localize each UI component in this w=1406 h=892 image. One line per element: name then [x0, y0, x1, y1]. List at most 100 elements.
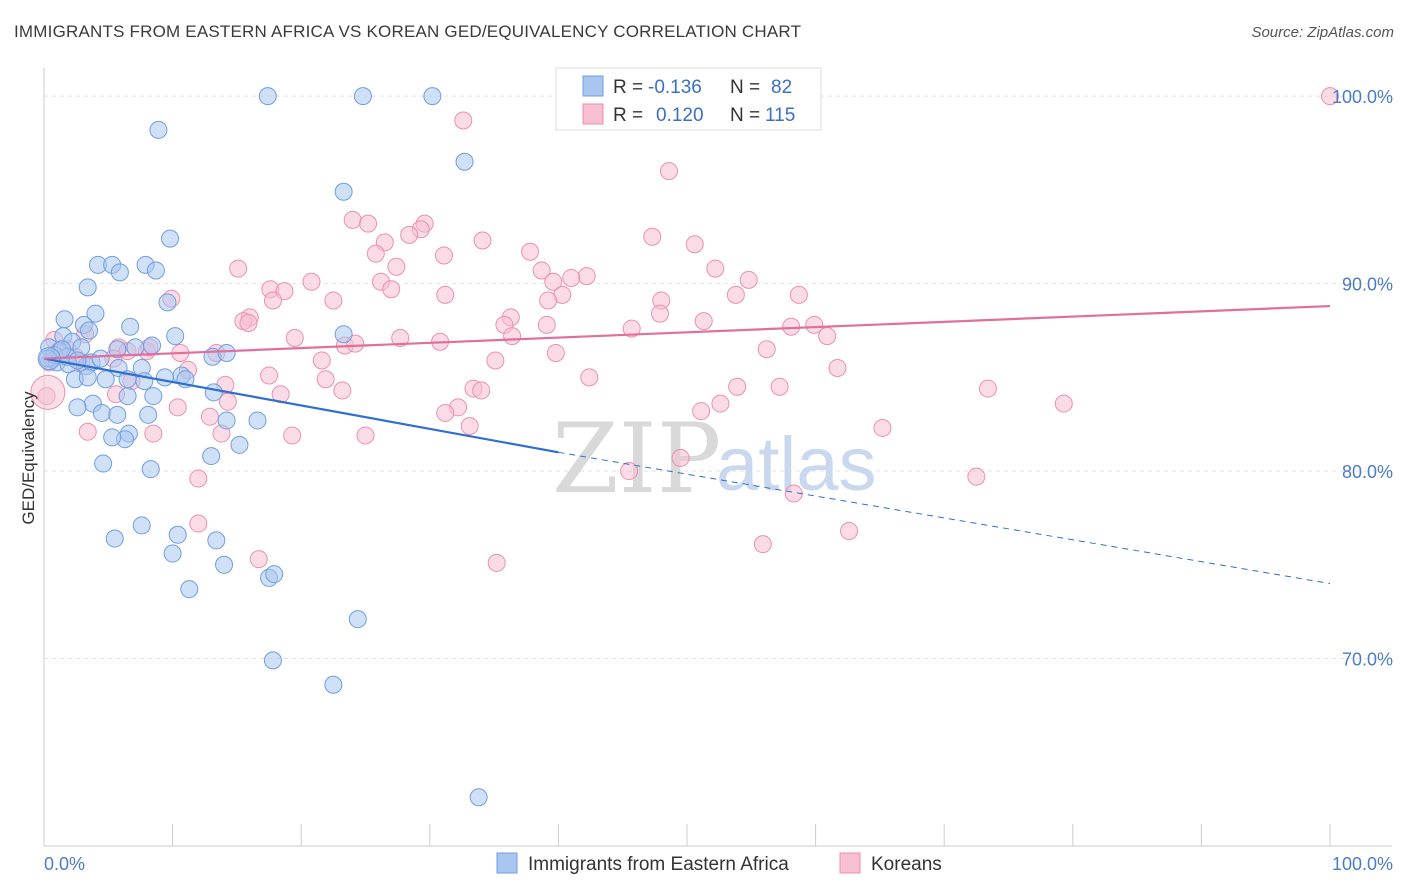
data-point-pink — [324, 291, 343, 310]
data-point-blue — [353, 87, 372, 106]
data-point-blue — [110, 263, 129, 282]
legend-r-value-blue: -0.136 — [648, 77, 702, 98]
data-point-blue — [68, 398, 87, 417]
data-point-blue — [126, 338, 145, 357]
data-point-blue — [258, 87, 277, 106]
data-point-pink — [753, 535, 772, 554]
y-axis-label: GED/Equivalency — [19, 391, 38, 525]
data-point-blue — [324, 675, 343, 694]
data-point-blue — [105, 529, 124, 548]
y-tick-label: 90.0% — [1342, 275, 1393, 295]
data-point-blue — [96, 370, 115, 389]
trend-line-blue — [43, 357, 559, 454]
data-point-pink — [356, 426, 375, 445]
bottom-legend: Immigrants from Eastern Africa Koreans — [496, 852, 942, 875]
data-point-pink — [1321, 87, 1339, 106]
data-point-pink — [391, 328, 410, 347]
data-point-pink — [840, 522, 859, 541]
data-point-pink — [343, 210, 362, 229]
data-point-blue — [161, 229, 180, 248]
data-point-pink — [382, 280, 401, 299]
data-point-pink — [333, 381, 352, 400]
y-tick-label: 70.0% — [1342, 650, 1393, 670]
data-point-blue — [121, 317, 140, 336]
data-point-blue — [143, 336, 162, 355]
bottom-legend-swatch-pink — [839, 852, 861, 874]
data-point-pink — [436, 403, 455, 422]
data-point-blue — [149, 120, 168, 139]
legend-box: R = -0.136 N = 82 R = 0.120 N = 115 — [555, 67, 822, 131]
legend-n-label-blue: N = — [730, 77, 760, 98]
data-point-pink — [78, 422, 97, 441]
data-point-pink — [263, 291, 282, 310]
data-point-pink — [967, 467, 986, 486]
data-point-blue — [91, 349, 110, 368]
y-tick-label: 100.0% — [1332, 87, 1393, 107]
data-point-pink — [387, 257, 406, 276]
data-point-pink — [685, 235, 704, 254]
data-point-blue — [180, 580, 199, 599]
data-point-pink — [260, 366, 279, 385]
data-point-pink — [189, 514, 208, 533]
data-point-pink — [434, 246, 453, 265]
data-point-pink — [643, 227, 662, 246]
data-point-pink — [400, 225, 419, 244]
data-point-pink — [757, 340, 776, 359]
data-point-pink — [472, 381, 491, 400]
data-point-pink — [539, 291, 558, 310]
data-point-pink — [537, 315, 556, 334]
data-point-blue — [80, 321, 99, 340]
data-point-pink — [144, 424, 163, 443]
data-point-blue — [144, 387, 163, 406]
gridlines — [44, 95, 1392, 660]
data-point-pink — [805, 315, 824, 334]
data-point-blue — [108, 405, 127, 424]
data-point-blue — [118, 387, 137, 406]
data-point-blue — [103, 428, 122, 447]
data-point-pink — [1054, 394, 1073, 413]
data-point-blue — [155, 368, 174, 387]
data-point-pink — [562, 268, 581, 287]
data-point-blue — [55, 310, 74, 329]
data-point-pink — [521, 242, 540, 261]
y-tick-label: 80.0% — [1342, 462, 1393, 482]
data-point-blue — [455, 152, 474, 171]
data-point-blue — [158, 293, 177, 312]
bottom-legend-swatch-blue — [496, 852, 518, 874]
data-point-pink — [316, 370, 335, 389]
legend-swatch-pink — [582, 103, 604, 125]
data-point-blue — [217, 343, 236, 362]
data-point-blue — [146, 261, 165, 280]
data-point-pink — [283, 426, 302, 445]
data-point-pink — [577, 267, 596, 286]
data-point-blue — [166, 327, 185, 346]
x-tick-label-start: 0.0% — [44, 854, 85, 874]
data-point-blue — [423, 87, 442, 106]
data-point-blue — [92, 403, 111, 422]
data-point-pink — [694, 312, 713, 331]
data-point-blue — [202, 447, 221, 466]
data-point-pink — [460, 417, 479, 436]
data-point-blue — [215, 555, 234, 574]
data-point-pink — [312, 351, 331, 370]
x-tick-labels: 0.0% 100.0% — [44, 854, 1393, 874]
data-point-blue — [141, 460, 160, 479]
data-point-blue — [217, 411, 236, 430]
data-point-blue — [334, 182, 353, 201]
data-point-blue — [263, 651, 282, 670]
legend-n-label-pink: N = — [730, 105, 760, 126]
bottom-legend-label-blue: Immigrants from Eastern Africa — [528, 854, 789, 875]
data-point-blue — [265, 565, 284, 584]
data-point-pink — [473, 231, 492, 250]
data-point-pink — [200, 407, 219, 426]
data-point-blue — [139, 405, 158, 424]
data-point-pink — [487, 553, 506, 572]
data-point-cluster-pink — [30, 374, 66, 410]
data-point-blue — [108, 340, 127, 359]
data-point-pink — [789, 285, 808, 304]
axes — [43, 68, 1392, 847]
data-point-blue — [348, 610, 367, 629]
data-point-blue — [86, 304, 105, 323]
series-eastern-africa-points — [37, 87, 488, 807]
